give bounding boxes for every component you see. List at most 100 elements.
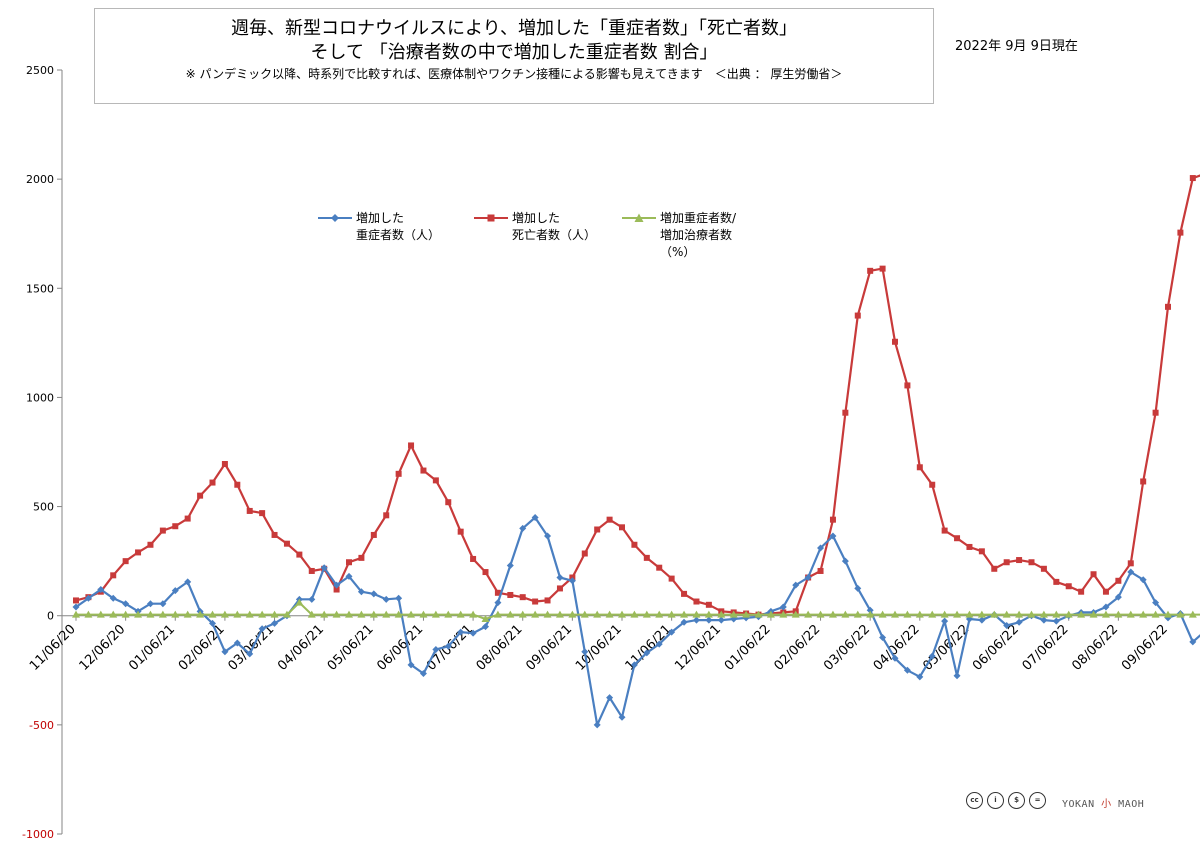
data-point-severe — [444, 642, 452, 650]
data-point-severe — [370, 590, 378, 598]
data-point-ratio — [258, 610, 267, 618]
data-point-ratio — [245, 610, 254, 618]
legend-entry-ratio: 増加重症者数/ 増加治療者数 （%） — [622, 210, 736, 261]
data-point-ratio — [729, 610, 738, 618]
data-point-severe — [457, 628, 465, 636]
data-point-severe — [1015, 618, 1023, 626]
data-point-ratio — [307, 610, 316, 618]
data-point-deaths — [482, 569, 489, 576]
data-point-deaths — [234, 481, 241, 488]
data-point-deaths — [346, 559, 352, 566]
legend-label-ratio: 増加重症者数/ 増加治療者数 （%） — [660, 211, 737, 259]
data-point-ratio — [109, 610, 118, 618]
data-point-severe — [109, 594, 117, 602]
data-point-ratio — [84, 610, 93, 618]
data-point-ratio — [828, 610, 837, 618]
data-point-deaths — [954, 535, 961, 542]
data-point-deaths — [358, 554, 365, 561]
data-point-ratio — [940, 610, 949, 618]
x-tick-label: 03/06/21 — [225, 622, 277, 674]
data-point-severe — [1189, 638, 1197, 646]
x-tick-label: 02/06/22 — [771, 622, 823, 674]
x-tick-label: 09/06/21 — [523, 622, 575, 674]
data-point-ratio — [96, 610, 105, 618]
brand-logo: YOKAN 小 MAOH — [1062, 795, 1144, 810]
cc-icon: cc — [966, 792, 983, 809]
data-point-ratio — [965, 610, 974, 618]
data-point-ratio — [183, 610, 192, 618]
data-point-severe — [717, 616, 725, 624]
data-point-deaths — [172, 523, 179, 530]
y-tick-label: 2500 — [26, 64, 54, 77]
data-point-deaths — [457, 528, 464, 535]
data-point-deaths — [879, 265, 886, 272]
x-tick-label: 07/06/22 — [1020, 622, 1072, 674]
data-point-deaths — [1115, 577, 1122, 584]
y-tick-label: -500 — [29, 719, 54, 732]
data-point-severe — [209, 619, 216, 627]
chart-axes: -1000-5000500100015002000250011/06/2012/… — [22, 64, 1185, 841]
data-point-ratio — [531, 610, 540, 618]
data-point-ratio — [568, 610, 577, 618]
data-point-ratio — [1077, 610, 1086, 618]
data-point-deaths — [383, 512, 390, 519]
data-point-severe — [941, 617, 949, 625]
data-point-severe — [184, 578, 192, 586]
data-point-severe — [779, 603, 787, 611]
data-point-severe — [792, 581, 800, 589]
brand-mid: 小 — [1101, 799, 1112, 810]
data-point-severe — [382, 595, 390, 603]
data-point-severe — [1127, 568, 1135, 576]
legend-entry-severe: 増加した 重症者数（人） — [318, 210, 440, 244]
data-point-severe — [705, 616, 713, 624]
data-point-severe — [817, 544, 825, 552]
data-point-deaths — [296, 551, 303, 558]
data-point-ratio — [915, 610, 924, 618]
legend-entry-deaths: 増加した 死亡者数（人） — [474, 210, 596, 244]
data-point-severe — [308, 595, 316, 603]
chart-series — [72, 174, 1200, 729]
data-point-severe — [221, 648, 229, 656]
data-point-ratio — [853, 610, 862, 618]
data-point-severe — [643, 649, 651, 657]
data-point-ratio — [1089, 610, 1098, 618]
data-point-ratio — [618, 610, 626, 618]
data-point-ratio — [394, 610, 403, 618]
data-point-severe — [668, 628, 676, 636]
data-point-ratio — [1052, 610, 1061, 618]
data-point-ratio — [1039, 610, 1048, 618]
y-tick-label: 1000 — [26, 391, 54, 404]
data-point-ratio — [791, 610, 800, 618]
data-point-deaths — [842, 409, 849, 416]
data-point-ratio — [816, 610, 825, 618]
data-point-ratio — [121, 610, 130, 618]
data-point-ratio — [593, 610, 602, 618]
data-point-deaths — [1053, 578, 1060, 585]
data-point-ratio — [977, 610, 986, 618]
data-point-deaths — [1189, 175, 1196, 182]
x-tick-label: 11/06/20 — [27, 622, 79, 674]
data-point-deaths — [197, 492, 204, 499]
data-point-deaths — [209, 479, 216, 486]
data-point-deaths — [494, 589, 501, 596]
data-point-ratio — [134, 610, 143, 618]
data-point-ratio — [667, 610, 676, 618]
data-point-deaths — [184, 515, 191, 522]
data-point-deaths — [681, 590, 688, 597]
data-point-ratio — [903, 610, 912, 618]
data-point-severe — [357, 588, 365, 596]
x-tick-label: 09/06/22 — [1119, 622, 1171, 674]
data-point-ratio — [580, 610, 589, 618]
data-point-severe — [879, 634, 887, 642]
legend-swatch-severe — [318, 214, 352, 222]
data-point-severe — [928, 652, 936, 660]
data-point-deaths — [246, 507, 253, 514]
data-point-ratio — [369, 610, 378, 618]
chart-title-line-2: そして 「治療者数の中で増加した重症者数 割合」 — [310, 42, 718, 63]
data-point-deaths — [259, 510, 266, 517]
data-point-severe — [531, 513, 539, 521]
data-point-severe — [692, 616, 700, 624]
data-point-deaths — [135, 549, 142, 556]
data-point-deaths — [705, 601, 712, 608]
